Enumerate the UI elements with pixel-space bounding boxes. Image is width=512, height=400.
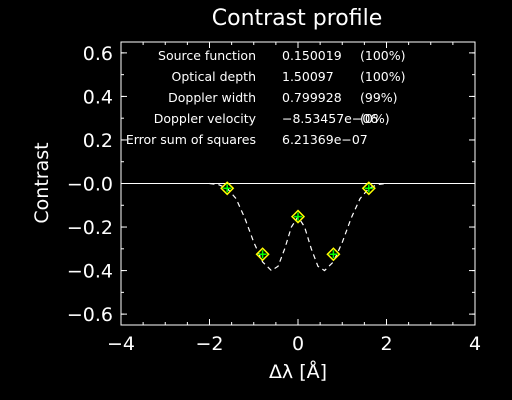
data-points xyxy=(220,181,376,262)
fit-results-annotation: Source function 0.150019 (100%) Optical dep… xyxy=(126,48,406,147)
x-tick-label: 4 xyxy=(469,333,481,355)
y-tick-label: −0.2 xyxy=(67,217,113,239)
fit-result-percent: (100%) xyxy=(360,69,406,84)
fit-result-value: −8.53457e−06 xyxy=(282,111,378,126)
data-point xyxy=(290,209,306,224)
data-point xyxy=(326,247,341,262)
fit-result-percent: (99%) xyxy=(360,90,398,105)
y-tick-label: −0.4 xyxy=(67,261,113,283)
y-tick-label: −0.0 xyxy=(67,174,113,196)
fit-result-label: Doppler width xyxy=(168,90,256,105)
fit-result-value: 0.799928 xyxy=(282,90,342,105)
x-tick-label: −2 xyxy=(195,333,223,355)
fit-result-label: Doppler velocity xyxy=(154,111,257,126)
fit-result-percent: (0%) xyxy=(360,111,390,126)
x-tick-label: −4 xyxy=(107,333,135,355)
x-tick-label: 0 xyxy=(292,333,304,355)
y-axis: 0.6 0.4 0.2 −0.0 −0.2 −0.4 −0.6 xyxy=(67,43,475,326)
fit-result-label: Source function xyxy=(158,48,256,63)
fit-result-value: 6.21369e−07 xyxy=(282,132,368,147)
data-point xyxy=(255,247,270,262)
data-point xyxy=(361,181,376,196)
x-tick-label: 2 xyxy=(380,333,392,355)
fit-result-value: 1.50097 xyxy=(282,69,334,84)
y-tick-label: 0.2 xyxy=(83,130,113,152)
y-tick-label: 0.4 xyxy=(83,86,113,108)
fit-result-label: Optical depth xyxy=(171,69,256,84)
fit-result-percent: (100%) xyxy=(360,48,406,63)
y-axis-label: Contrast xyxy=(31,142,53,223)
fit-result-value: 0.150019 xyxy=(282,48,342,63)
chart-title: Contrast profile xyxy=(212,6,383,31)
y-tick-label: −0.6 xyxy=(67,304,113,326)
y-tick-label: 0.6 xyxy=(83,43,113,65)
x-axis-label: Δλ [Å] xyxy=(269,360,327,383)
fit-result-label: Error sum of squares xyxy=(126,132,256,147)
x-axis: −4 −2 0 2 4 xyxy=(107,42,481,355)
data-point xyxy=(220,181,235,196)
